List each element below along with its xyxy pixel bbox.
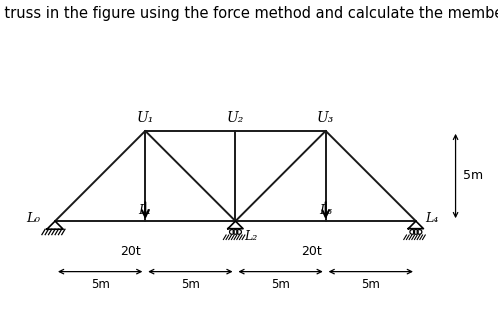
Text: U₁: U₁ bbox=[136, 111, 154, 125]
Text: 5m: 5m bbox=[91, 278, 110, 291]
Text: U₃: U₃ bbox=[317, 111, 334, 125]
Text: 5m: 5m bbox=[463, 169, 483, 182]
Text: Solve the truss in the figure using the force method and calculate the member fo: Solve the truss in the figure using the … bbox=[0, 6, 498, 21]
Text: L₁: L₁ bbox=[138, 204, 152, 217]
Text: 20t: 20t bbox=[121, 245, 141, 257]
Text: L₄: L₄ bbox=[425, 212, 438, 225]
Text: L₂: L₂ bbox=[245, 230, 258, 243]
Text: 5m: 5m bbox=[362, 278, 380, 291]
Text: 5m: 5m bbox=[181, 278, 200, 291]
Text: L₀: L₀ bbox=[26, 212, 41, 225]
Text: U₂: U₂ bbox=[227, 111, 244, 125]
Text: 20t: 20t bbox=[301, 245, 322, 257]
Text: L₃: L₃ bbox=[319, 204, 332, 217]
Text: 5m: 5m bbox=[271, 278, 290, 291]
